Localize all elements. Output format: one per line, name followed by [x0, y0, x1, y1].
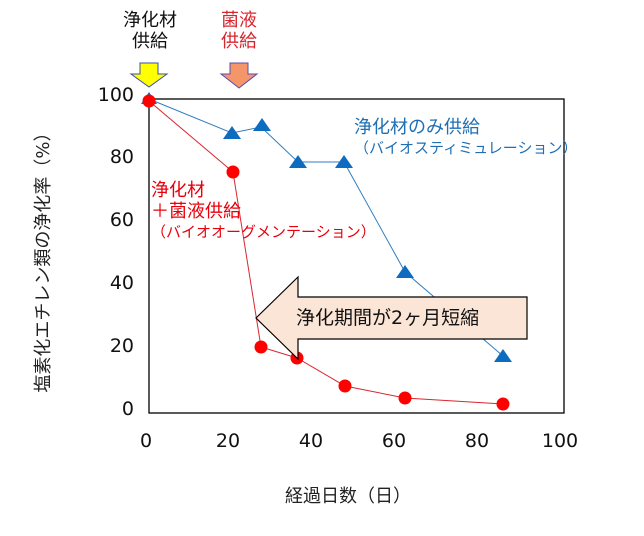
blue-series-label-line2: （バイオスティミュレーション）: [354, 139, 578, 157]
red-series-label: 浄化材 ＋菌液供給 （バイオオーグメンテーション）: [151, 180, 376, 243]
shortening-callout-arrow: [255, 275, 528, 361]
x-tick: 80: [464, 430, 490, 452]
red-series-label-line3: （バイオオーグメンテーション）: [151, 223, 376, 241]
shortening-callout-text: 浄化期間が2ヶ月短縮: [296, 307, 480, 329]
bacteria-supply-arrow-icon: [219, 62, 259, 89]
blue-series-markers: [141, 92, 512, 362]
red-series-markers: [142, 94, 510, 411]
blue-series-label: 浄化材のみ供給 （バイオスティミュレーション）: [354, 117, 578, 159]
y-axis-ticks: 100 80 60 40 20 0: [72, 0, 134, 536]
y-tick: 20: [109, 335, 134, 357]
material-supply-arrow-icon: [129, 62, 169, 88]
red-series-label-line1: 浄化材: [151, 180, 205, 201]
y-tick: 80: [109, 146, 134, 168]
blue-series-label-line1: 浄化材のみ供給: [354, 117, 480, 138]
bacteria-supply-label: 菌液 供給: [210, 10, 268, 52]
material-supply-line1: 浄化材: [123, 10, 177, 31]
y-axis-label: 塩素化エチレン類の浄化率（%）: [33, 123, 54, 393]
y-tick: 40: [109, 272, 134, 294]
x-tick: 60: [381, 430, 407, 452]
bacteria-supply-line2: 供給: [221, 31, 257, 52]
plot-frame: [148, 98, 565, 414]
x-tick: 20: [215, 430, 241, 452]
red-series-label-line2: ＋菌液供給: [151, 201, 241, 222]
material-supply-label: 浄化材 供給: [112, 10, 188, 52]
material-supply-line2: 供給: [132, 31, 168, 52]
x-tick: 0: [139, 430, 153, 452]
y-tick: 0: [121, 398, 134, 420]
bacteria-supply-line1: 菌液: [221, 10, 257, 31]
x-axis-label: 経過日数（日）: [285, 486, 411, 507]
y-tick: 100: [97, 84, 134, 106]
x-tick: 40: [298, 430, 324, 452]
y-tick: 60: [109, 209, 134, 231]
x-tick: 100: [541, 430, 579, 452]
